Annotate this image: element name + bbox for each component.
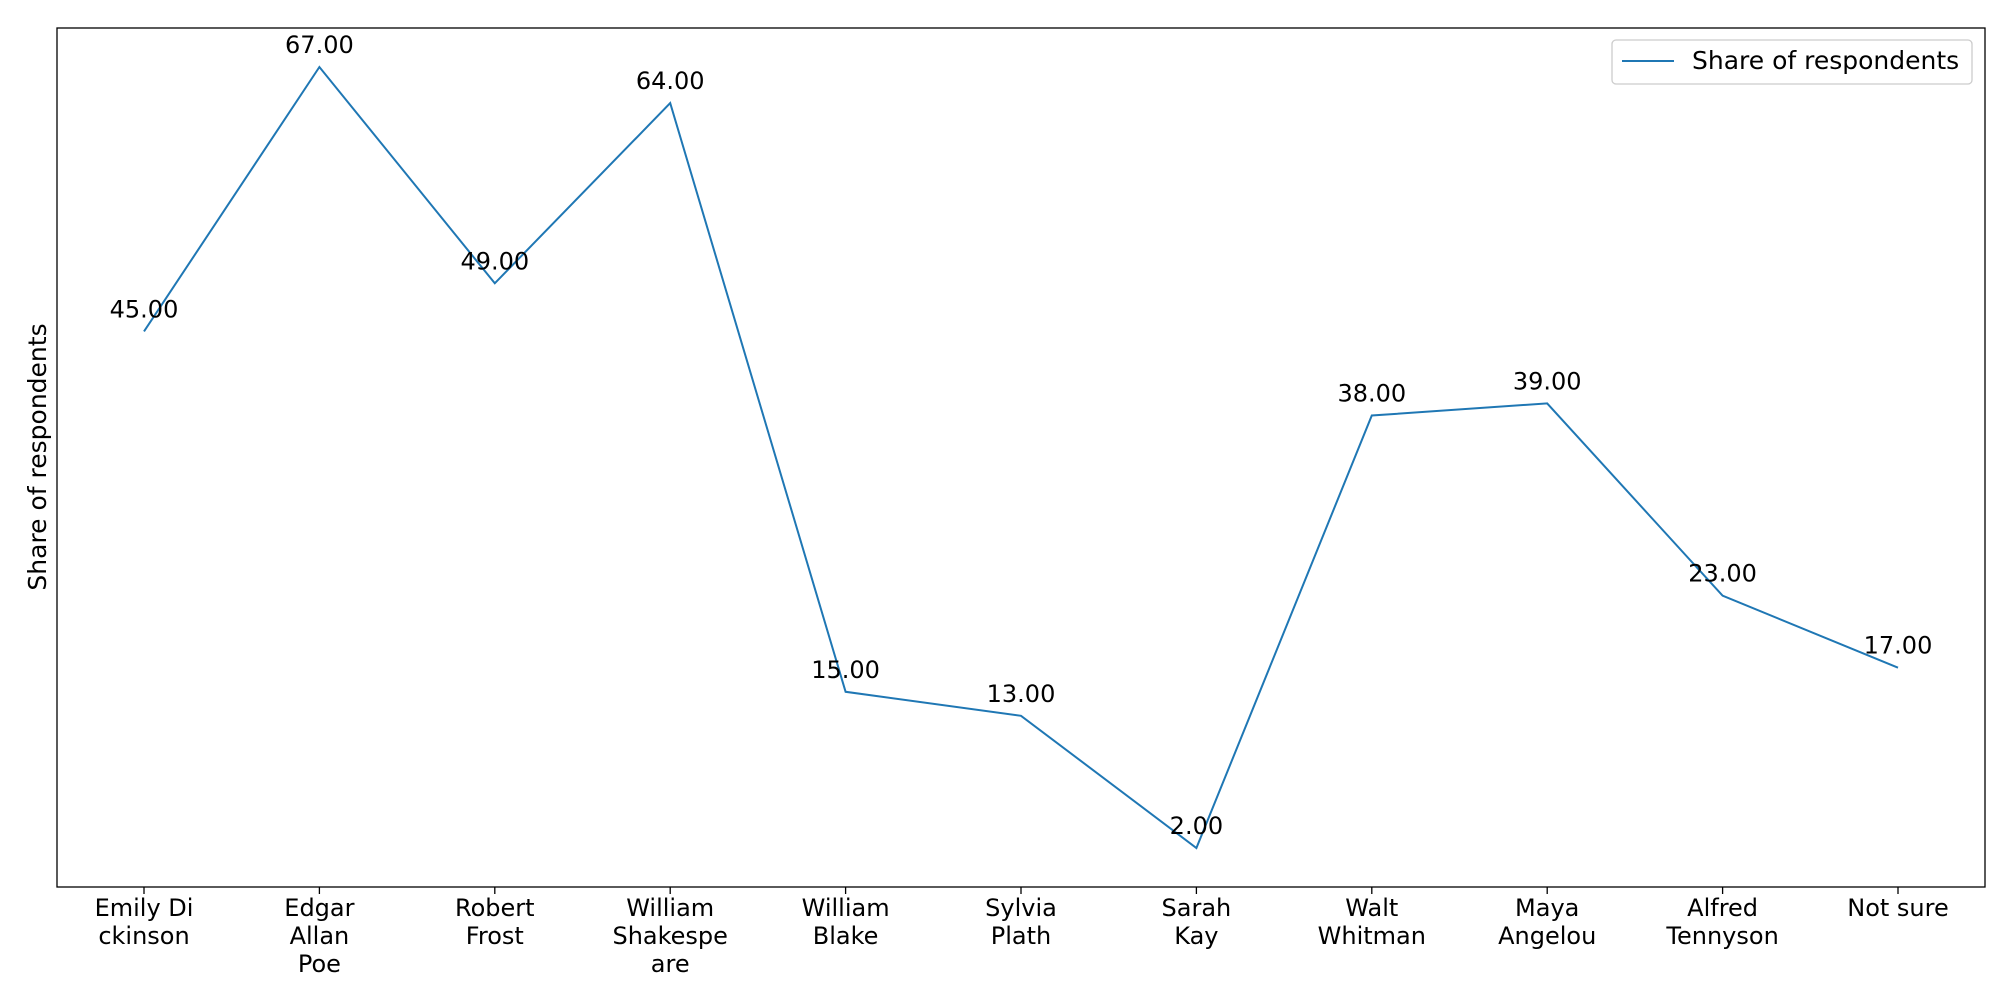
data-label: 2.00 [1170, 812, 1223, 840]
x-tick-label: Alfred Tennyson [1665, 894, 1778, 950]
series-line [143, 65, 1899, 850]
data-label: 15.00 [811, 656, 880, 684]
x-tick-label: Edgar Allan Poe [284, 894, 354, 978]
data-label: 39.00 [1513, 367, 1582, 395]
plot-area [56, 27, 1986, 888]
x-tick-label: Sylvia Plath [985, 894, 1057, 950]
data-label: 67.00 [285, 31, 354, 59]
data-label: 64.00 [636, 67, 705, 95]
x-tick-label: Maya Angelou [1498, 894, 1596, 950]
data-label: 45.00 [110, 295, 179, 323]
x-axis: Emily Di ckinson Edgar Allan Poe Robert Frost W… [95, 887, 1949, 978]
data-label: 38.00 [1337, 379, 1406, 407]
x-tick-label: Sarah Kay [1162, 894, 1232, 950]
data-label: 13.00 [987, 680, 1056, 708]
legend-label: Share of respondents [1692, 46, 1959, 75]
x-tick-label: William Shakespe are [612, 894, 727, 978]
legend: Share of respondents [1611, 39, 1973, 85]
series-layer: 45.00 67.00 49.00 64.00 15.00 13.00 2.00 38.00 3… [110, 31, 1933, 850]
x-tick-label: William Blake [802, 894, 890, 950]
legend-box [1611, 39, 1973, 85]
data-label: 23.00 [1688, 560, 1757, 588]
x-tick-label: Emily Di ckinson [95, 894, 194, 950]
x-tick-label: Walt Whitman [1318, 894, 1426, 950]
x-tick-label: Not sure [1847, 894, 1949, 922]
data-label: 49.00 [460, 247, 529, 275]
y-axis-label: Share of respondents [23, 323, 52, 590]
x-tick-label: Robert Frost [455, 894, 535, 950]
data-label: 17.00 [1864, 632, 1933, 660]
